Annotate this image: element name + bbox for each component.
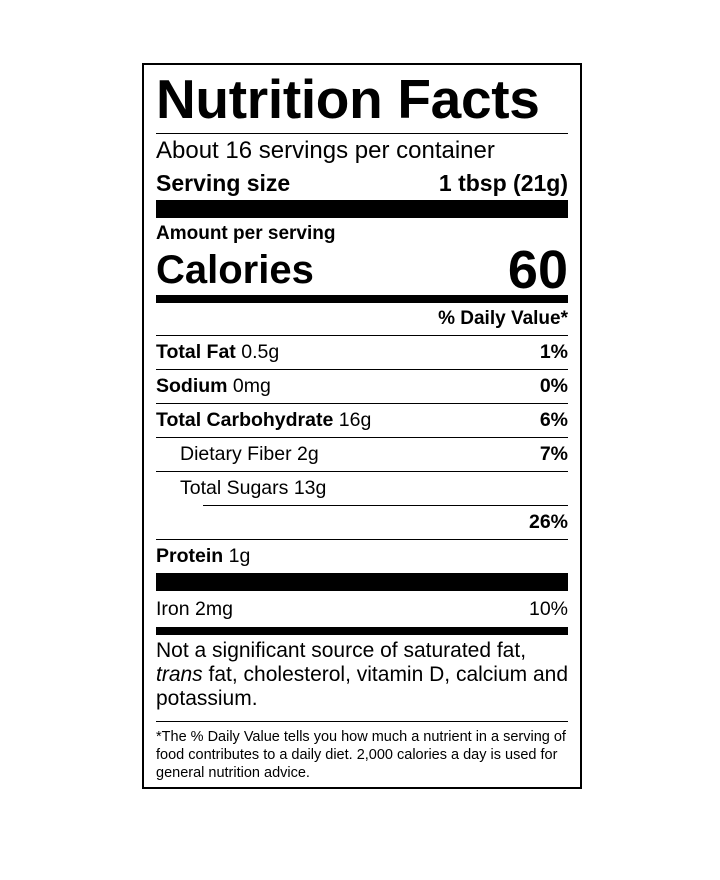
vitamin-dv: 10% bbox=[528, 597, 568, 620]
nutrient-row-sodium: Sodium 0mg 0% bbox=[156, 369, 568, 403]
thick-divider bbox=[156, 200, 568, 218]
medium-divider bbox=[156, 295, 568, 303]
serving-size-label: Serving size bbox=[156, 170, 291, 196]
servings-per-container: About 16 servings per container bbox=[156, 137, 495, 164]
thick-divider bbox=[156, 573, 568, 591]
daily-value-header: % Daily Value* bbox=[438, 308, 568, 329]
nutrient-name: Dietary Fiber bbox=[180, 443, 292, 465]
vitamin-name: Iron bbox=[156, 597, 190, 620]
calories-value: 60 bbox=[507, 240, 568, 300]
nutrient-dv: 6% bbox=[539, 409, 568, 431]
nutrient-name: Total Sugars bbox=[180, 477, 289, 499]
note-text: Not a significant source of saturated fa… bbox=[156, 639, 527, 662]
divider bbox=[156, 133, 568, 134]
note-italic: trans bbox=[156, 663, 203, 686]
nutrient-dv: 7% bbox=[539, 443, 568, 465]
nutrient-row-total-sugars: Total Sugars 13g bbox=[156, 471, 568, 505]
nutrient-row-protein: Protein 1g bbox=[156, 539, 568, 573]
nutrient-row-sugars-dv: 26% bbox=[156, 506, 568, 539]
nutrient-amount: 0mg bbox=[232, 375, 271, 397]
nutrient-dv: 0% bbox=[539, 375, 568, 397]
vitamin-amount: 2mg bbox=[195, 597, 233, 620]
amount-per-serving: Amount per serving bbox=[156, 223, 336, 244]
calories-row: Calories 60 bbox=[156, 240, 568, 300]
nutrient-dv: 26% bbox=[528, 511, 568, 533]
indented-divider bbox=[203, 505, 568, 506]
medium-divider bbox=[156, 627, 568, 635]
not-significant-note: Not a significant source of saturated fa… bbox=[156, 635, 568, 721]
nutrient-amount: 16g bbox=[338, 409, 372, 431]
nutrient-row-dietary-fiber: Dietary Fiber 2g 7% bbox=[156, 437, 568, 471]
nutrient-name: Total Carbohydrate bbox=[156, 409, 334, 431]
nutrition-facts-label: Nutrition Facts About 16 servings per co… bbox=[142, 63, 582, 789]
nutrient-row-total-fat: Total Fat 0.5g 1% bbox=[156, 335, 568, 369]
nutrient-amount: 0.5g bbox=[241, 341, 280, 363]
label-title: Nutrition Facts bbox=[156, 68, 540, 130]
serving-size-value: 1 tbsp (21g) bbox=[438, 170, 568, 196]
nutrient-row-total-carbohydrate: Total Carbohydrate 16g 6% bbox=[156, 403, 568, 437]
nutrient-dv: 1% bbox=[539, 341, 568, 363]
nutrient-amount: 13g bbox=[293, 477, 327, 499]
calories-label: Calories bbox=[156, 248, 314, 292]
nutrient-amount: 1g bbox=[228, 545, 251, 567]
nutrient-name: Sodium bbox=[156, 375, 228, 397]
nutrient-name: Protein bbox=[156, 545, 224, 567]
divider bbox=[156, 721, 568, 722]
vitamin-row-iron: Iron 2mg 10% bbox=[156, 591, 568, 627]
daily-value-footnote: *The % Daily Value tells you how much a … bbox=[156, 729, 566, 781]
nutrient-name: Total Fat bbox=[156, 341, 236, 363]
note-text: fat, cholesterol, vitamin D, calcium and… bbox=[156, 663, 569, 710]
nutrient-amount: 2g bbox=[297, 443, 319, 465]
serving-size-row: Serving size 1 tbsp (21g) bbox=[156, 166, 568, 200]
